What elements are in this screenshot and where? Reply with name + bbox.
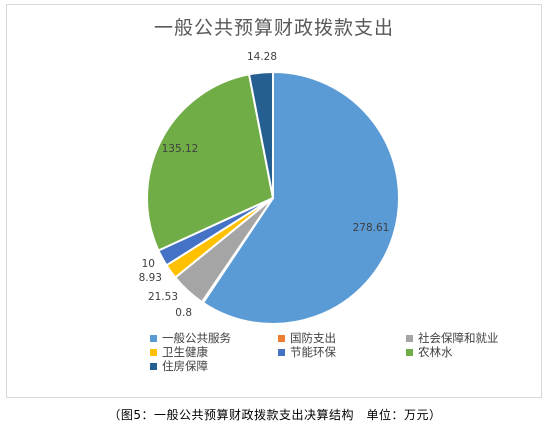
legend-label: 节能环保 <box>290 345 336 359</box>
data-label-national-defense: 0.8 <box>175 307 192 319</box>
legend-swatch <box>278 334 285 342</box>
figure-caption: （图5：一般公共预算财政拨款支出决算结构 单位：万元） <box>108 408 442 422</box>
data-label-energy-environment: 10 <box>142 258 155 270</box>
data-label-social-security-employment: 21.53 <box>148 291 178 303</box>
data-label-general-public-services: 278.61 <box>353 222 390 234</box>
legend-label: 一般公共服务 <box>162 331 231 345</box>
legend-swatch <box>406 334 413 342</box>
legend-item-social-security-employment: 社会保障和就业 <box>406 330 499 346</box>
legend-item-housing-security: 住房保障 <box>150 358 208 374</box>
legend-label: 社会保障和就业 <box>418 331 499 345</box>
legend-item-energy-environment: 节能环保 <box>278 344 336 360</box>
legend-swatch <box>150 362 157 370</box>
legend-swatch <box>150 334 157 342</box>
legend-label: 国防支出 <box>290 331 336 345</box>
data-label-housing-security: 14.28 <box>247 51 277 63</box>
legend-label: 卫生健康 <box>162 345 208 359</box>
data-label-agriculture-forestry-water: 135.12 <box>162 143 199 155</box>
pie-slice-general-public-services <box>201 70 400 325</box>
legend-item-general-public-services: 一般公共服务 <box>150 330 231 346</box>
pie-slice-housing-security <box>247 70 274 199</box>
legend-swatch <box>150 348 157 356</box>
data-label-health: 8.93 <box>139 272 162 284</box>
legend-label: 农林水 <box>418 345 453 359</box>
legend-swatch <box>278 348 285 356</box>
chart-title: 一般公共预算财政拨款支出 <box>153 17 394 39</box>
legend-item-agriculture-forestry-water: 农林水 <box>406 344 453 360</box>
legend-item-national-defense: 国防支出 <box>278 330 336 346</box>
legend-swatch <box>406 348 413 356</box>
legend-item-health: 卫生健康 <box>150 344 208 360</box>
legend-label: 住房保障 <box>162 359 208 373</box>
pie-slice-agriculture-forestry-water <box>146 73 275 252</box>
